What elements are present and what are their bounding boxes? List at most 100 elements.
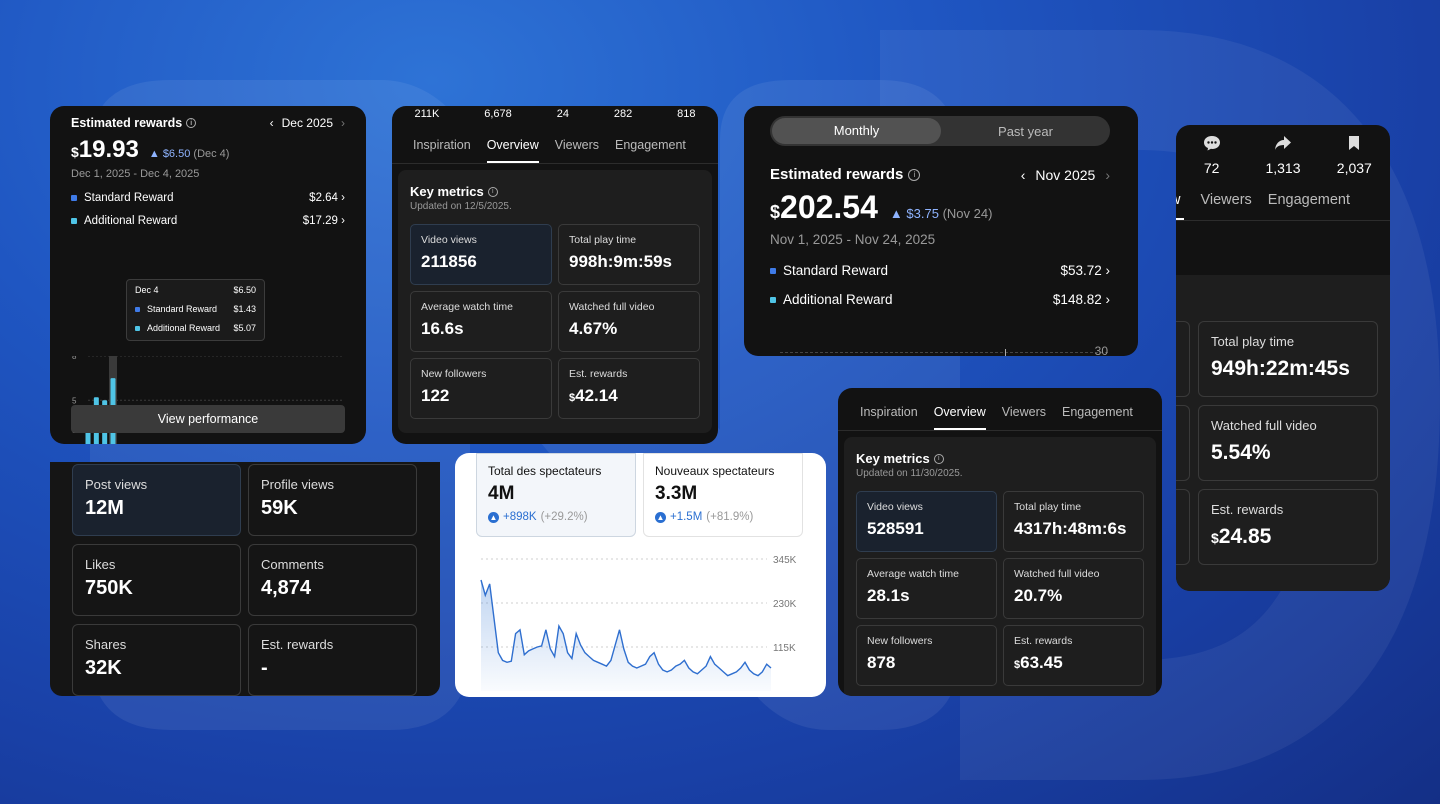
info-icon[interactable]: i [186, 118, 197, 128]
toggle-past-year[interactable]: Past year [998, 123, 1053, 139]
metric-post-views[interactable]: Post views 12M [72, 464, 241, 536]
reward-label: Additional Reward [84, 215, 178, 227]
metric-likes[interactable]: Likes 750K [72, 544, 241, 616]
date-range: Nov 1, 2025 - Nov 24, 2025 [770, 232, 936, 247]
additional-reward-row[interactable]: Additional Reward $148.82 › [770, 292, 1110, 307]
metric-value: 32K [85, 657, 122, 679]
stat-value: 4M [488, 483, 515, 504]
metric-est-rewards[interactable]: Est. rewards $42.14 [558, 358, 700, 419]
metric-value: 59K [261, 497, 298, 519]
top-stat: 24 [556, 108, 569, 120]
metric-shares[interactable]: Shares 32K [72, 624, 241, 696]
month-selector[interactable]: ‹ Nov 2025 › [1021, 167, 1110, 183]
stat-label: Nouveaux spectateurs [655, 464, 775, 478]
metric-label: Likes [85, 557, 116, 572]
metric-label: Est. rewards [261, 637, 334, 652]
standard-legend-swatch [71, 194, 77, 201]
chevron-left-icon[interactable]: ‹ [1020, 166, 1026, 183]
metric-value: 998h:9m:59s [569, 252, 673, 271]
delta-date: (Nov 24) [942, 206, 993, 221]
tooltip-add-label: Additional Reward [147, 323, 221, 333]
metric-est-rewards[interactable]: Est. rewards $63.45 [1003, 625, 1144, 686]
top-stat: 818 [677, 108, 696, 120]
metrics-grid: Video views 528591 Total play time 4317h:4… [856, 491, 1144, 686]
arrow-up-icon: ▲ [889, 206, 903, 221]
estimated-rewards-card-nov: Monthly Past year Estimated rewards i ‹ N… [744, 106, 1138, 356]
chevron-right-icon[interactable]: › [341, 116, 345, 130]
metric-est-rewards[interactable]: Est. rewards - [248, 624, 417, 696]
chevron-right-icon: › [1105, 292, 1111, 307]
metric-average-watch-time[interactable]: Average watch time 16.6s [410, 291, 552, 352]
top-stats-row: 211K 6,678 24 282 818 [392, 106, 718, 120]
standard-legend-swatch [135, 307, 140, 313]
metric-total-play-time[interactable]: Total play time 4317h:48m:6s [1003, 491, 1144, 552]
metric-new-followers[interactable]: New followers 122 [410, 358, 552, 419]
stat-change: +1.5M [670, 511, 703, 523]
toggle-monthly[interactable]: Monthly [772, 118, 941, 144]
chart-gridline [780, 352, 1108, 353]
viewers-line-chart: 345K 230K 115K [480, 555, 797, 691]
tab-viewers[interactable]: Viewers [1200, 192, 1252, 208]
arrow-up-circle-icon: ▲ [488, 511, 499, 523]
metric-profile-views[interactable]: Profile views 59K [248, 464, 417, 536]
metric-watched-full-video[interactable]: Watched full video 20.7% [1003, 558, 1144, 619]
info-icon[interactable]: i [487, 186, 498, 197]
metric-comments[interactable]: Comments 4,874 [248, 544, 417, 616]
standard-reward-row[interactable]: Standard Reward $2.64 › [71, 192, 345, 204]
metric-value: 750K [85, 577, 133, 599]
view-performance-button[interactable]: View performance [71, 405, 345, 433]
tab-viewers[interactable]: Viewers [1001, 405, 1047, 419]
key-metrics-card-dec: 211K 6,678 24 282 818 Inspiration Overvi… [392, 106, 718, 444]
series-area [481, 580, 771, 691]
bookmark-count[interactable]: 2,037 [1319, 135, 1389, 176]
stat-total-viewers[interactable]: Total des spectateurs 4M ▲ +898K (+29.2%) [476, 453, 636, 537]
tab-inspiration[interactable]: Inspiration [860, 405, 918, 419]
metric-video-views[interactable]: Video views 528591 [856, 491, 997, 552]
count-value: 1,313 [1265, 160, 1301, 176]
delta-value: $6.50 [162, 148, 191, 160]
tab-overview[interactable]: Overview [933, 405, 986, 430]
tab-overview[interactable]: w [1176, 192, 1185, 220]
metric-value: 16.6s [421, 319, 464, 338]
metric-watched-full-video[interactable]: Watched full video 4.67% [558, 291, 700, 352]
tab-viewers[interactable]: Viewers [554, 138, 600, 152]
metric-video-views[interactable]: Video views 211856 [410, 224, 552, 285]
metric-new-followers[interactable]: New followers 878 [856, 625, 997, 686]
viewers-card: Total des spectateurs 4M ▲ +898K (+29.2%) … [455, 453, 826, 697]
metric-total-play-time[interactable]: Total play time 949h:22m:45s [1198, 321, 1378, 397]
tab-engagement[interactable]: Engagement [1267, 192, 1351, 208]
tab-engagement[interactable]: Engagement [1062, 405, 1133, 419]
additional-legend-swatch [135, 326, 140, 332]
metric-label: Shares [85, 637, 127, 652]
standard-reward-row[interactable]: Standard Reward $53.72 › [770, 263, 1110, 278]
tab-inspiration[interactable]: Inspiration [413, 138, 471, 152]
metric-value: 42.14 [575, 386, 618, 405]
metric-label: New followers [421, 368, 487, 380]
stat-value: 3.3M [655, 483, 698, 504]
chevron-right-icon: › [1105, 263, 1111, 278]
metric-average-watch-time[interactable]: Average watch time 28.1s [856, 558, 997, 619]
metric-watched-full-video[interactable]: Watched full video 5.54% [1198, 405, 1378, 481]
top-stat: 6,678 [484, 108, 512, 120]
tab-engagement[interactable]: Engagement [615, 138, 686, 152]
rewards-title: Estimated rewards [770, 166, 904, 183]
stat-new-viewers[interactable]: Nouveaux spectateurs 3.3M ▲ +1.5M (+81.9%) [643, 453, 803, 537]
key-metrics-panel: Key metrics i Updated on 11/30/2025. Vide… [844, 437, 1156, 696]
metric-est-rewards[interactable]: Est. rewards $24.85 [1198, 489, 1378, 565]
comment-count[interactable]: 72 [1177, 135, 1247, 176]
metric-label: Post views [85, 477, 148, 492]
metric-label: Total play time [1211, 334, 1295, 349]
key-metrics-card-nov: Inspiration Overview Viewers Engagement … [838, 388, 1162, 696]
metric-label: Average watch time [867, 568, 960, 580]
estimated-rewards-card-dec: Estimated rewards i ‹ Dec 2025 › $19.93 … [50, 106, 366, 444]
chevron-left-icon[interactable]: ‹ [269, 116, 274, 130]
chevron-right-icon[interactable]: › [1105, 166, 1110, 183]
metric-total-play-time[interactable]: Total play time 998h:9m:59s [558, 224, 700, 285]
info-icon[interactable]: i [933, 453, 944, 464]
additional-reward-row[interactable]: Additional Reward $17.29 › [71, 215, 345, 227]
info-icon[interactable]: i [908, 168, 921, 181]
month-selector[interactable]: ‹ Dec 2025 › [270, 116, 345, 130]
share-count[interactable]: 1,313 [1248, 135, 1318, 176]
tab-overview[interactable]: Overview [486, 138, 539, 163]
stat-change-pct: (+29.2%) [540, 511, 588, 523]
